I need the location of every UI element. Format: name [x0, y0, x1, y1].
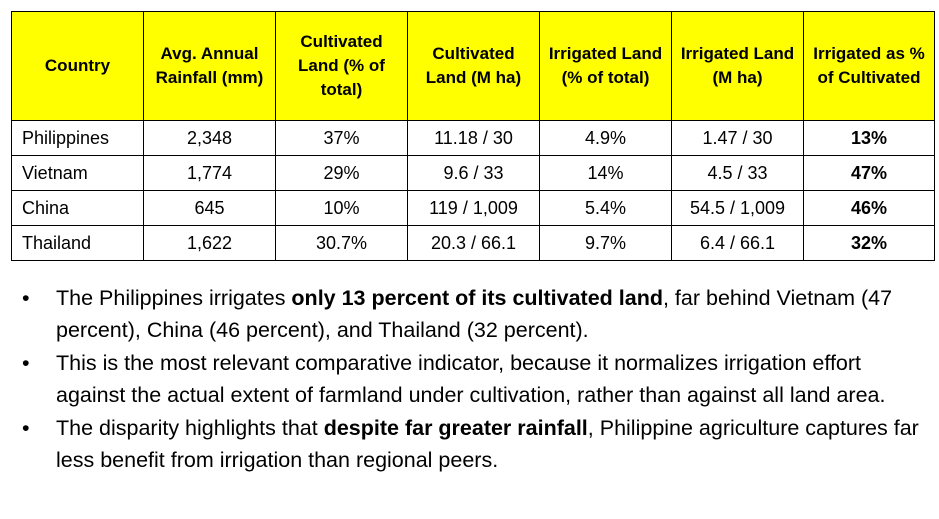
cell-irrigated-pct: 14% [539, 155, 672, 191]
summary-bullet-list: • The Philippines irrigates only 13 perc… [20, 283, 932, 478]
cell-cultivated-mha: 11.18 / 30 [407, 120, 540, 156]
cell-country: Vietnam [11, 155, 144, 191]
cell-country: China [11, 190, 144, 226]
cell-cultivated-pct: 30.7% [275, 225, 408, 261]
cell-irrigated-pct: 9.7% [539, 225, 672, 261]
cell-country: Thailand [11, 225, 144, 261]
cell-rainfall: 1,774 [143, 155, 276, 191]
bullet-text: This is the most relevant comparative in… [56, 351, 886, 407]
table-row: Vietnam 1,774 29% 9.6 / 33 14% 4.5 / 33 … [11, 155, 935, 191]
bullet-item: • This is the most relevant comparative … [20, 348, 932, 411]
table-header-row: Country Avg. Annual Rainfall (mm) Cultiv… [11, 11, 935, 121]
cell-cultivated-pct: 10% [275, 190, 408, 226]
cell-irrigated-of-cultivated: 46% [803, 190, 935, 226]
cell-cultivated-mha: 119 / 1,009 [407, 190, 540, 226]
bullet-text: The Philippines irrigates [56, 286, 292, 310]
cell-rainfall: 645 [143, 190, 276, 226]
cell-irrigated-mha: 6.4 / 66.1 [671, 225, 804, 261]
cell-irrigated-pct: 5.4% [539, 190, 672, 226]
header-country: Country [11, 11, 144, 121]
cell-irrigated-of-cultivated: 47% [803, 155, 935, 191]
bullet-marker: • [22, 286, 30, 310]
cell-irrigated-mha: 54.5 / 1,009 [671, 190, 804, 226]
bullet-item: • The disparity highlights that despite … [20, 413, 932, 476]
bullet-text: The disparity highlights that [56, 416, 324, 440]
header-irrigated-of-cultivated: Irrigated as % of Cultivated [803, 11, 935, 121]
cell-irrigated-pct: 4.9% [539, 120, 672, 156]
cell-irrigated-of-cultivated: 32% [803, 225, 935, 261]
table-row: Thailand 1,622 30.7% 20.3 / 66.1 9.7% 6.… [11, 225, 935, 261]
header-cultivated-pct: Cultivated Land (% of total) [275, 11, 408, 121]
table-row: China 645 10% 119 / 1,009 5.4% 54.5 / 1,… [11, 190, 935, 226]
bullet-emphasis: despite far greater rainfall [323, 416, 588, 440]
header-irrigated-mha: Irrigated Land (M ha) [671, 11, 804, 121]
bullet-marker: • [22, 351, 30, 375]
header-cultivated-mha: Cultivated Land (M ha) [407, 11, 540, 121]
bullet-item: • The Philippines irrigates only 13 perc… [20, 283, 932, 346]
header-rainfall: Avg. Annual Rainfall (mm) [143, 11, 276, 121]
cell-rainfall: 2,348 [143, 120, 276, 156]
cell-cultivated-pct: 29% [275, 155, 408, 191]
cell-rainfall: 1,622 [143, 225, 276, 261]
table-row: Philippines 2,348 37% 11.18 / 30 4.9% 1.… [11, 120, 935, 156]
cell-cultivated-pct: 37% [275, 120, 408, 156]
bullet-marker: • [22, 416, 30, 440]
bullet-text: , far behind Vietnam (47 percent), China… [56, 286, 893, 342]
bullet-text: , Philippine agriculture captures far le… [56, 416, 919, 472]
cell-irrigated-mha: 4.5 / 33 [671, 155, 804, 191]
cell-cultivated-mha: 9.6 / 33 [407, 155, 540, 191]
cell-cultivated-mha: 20.3 / 66.1 [407, 225, 540, 261]
irrigation-comparison-table: Country Avg. Annual Rainfall (mm) Cultiv… [11, 11, 935, 261]
header-irrigated-pct: Irrigated Land (% of total) [539, 11, 672, 121]
cell-irrigated-of-cultivated: 13% [803, 120, 935, 156]
cell-irrigated-mha: 1.47 / 30 [671, 120, 804, 156]
cell-country: Philippines [11, 120, 144, 156]
bullet-emphasis: only 13 percent of its cultivated land [291, 286, 663, 310]
